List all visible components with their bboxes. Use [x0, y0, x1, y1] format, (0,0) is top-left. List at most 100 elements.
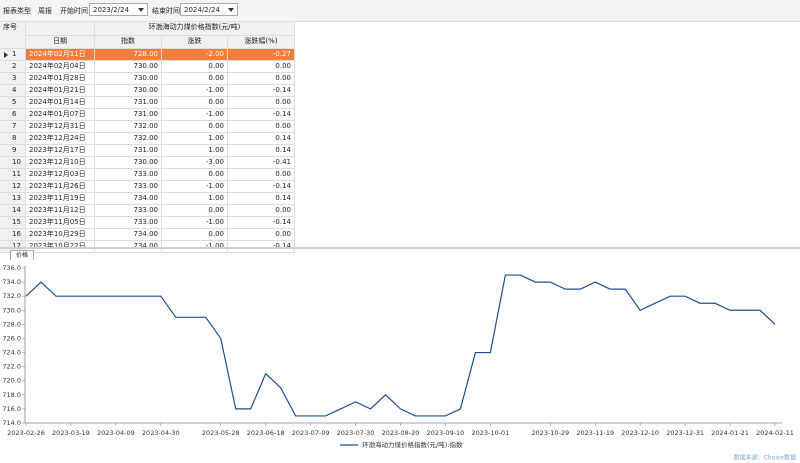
- y-tick-label: 734.0: [2, 278, 21, 286]
- row-index: 13: [0, 193, 26, 205]
- tab[interactable]: 价格: [10, 250, 34, 260]
- header-date: 日期: [26, 36, 95, 49]
- date-cell: 2023年10月29日: [26, 229, 95, 241]
- row-index: 14: [0, 205, 26, 217]
- number-cell: 0.00: [162, 169, 228, 181]
- x-tick-label: 2023-07-09: [292, 429, 330, 437]
- x-tick-label: 2023-02-26: [7, 429, 45, 437]
- report-type-label: 报表类型: [3, 7, 31, 15]
- row-index: 5: [0, 97, 26, 109]
- number-cell: 731.00: [95, 145, 162, 157]
- x-tick-label: 2023-06-18: [247, 429, 285, 437]
- row-index: 16: [0, 229, 26, 241]
- row-index: 4: [0, 85, 26, 97]
- toolbar: 报表类型 周报 开始时间 2023/2/24 结束时间 2024/2/24: [0, 0, 800, 22]
- row-index: 12: [0, 181, 26, 193]
- legend-label: 环渤海动力煤价格指数(元/吨):指数: [362, 440, 463, 449]
- x-tick-label: 2023-10-01: [471, 429, 509, 437]
- date-cell: 2023年12月24日: [26, 133, 95, 145]
- end-date-combo[interactable]: 2024/2/24: [180, 3, 238, 16]
- number-cell: 0.00: [228, 169, 295, 181]
- number-cell: -1.00: [162, 181, 228, 193]
- number-cell: 1.00: [162, 193, 228, 205]
- number-cell: -0.14: [228, 85, 295, 97]
- date-cell: 2023年12月31日: [26, 121, 95, 133]
- date-cell: 2023年11月19日: [26, 193, 95, 205]
- number-cell: 0.00: [162, 97, 228, 109]
- y-tick-label: 736.0: [2, 264, 21, 272]
- row-index: 2: [0, 61, 26, 73]
- number-cell: -1.00: [162, 85, 228, 97]
- end-label: 结束时间: [152, 7, 180, 15]
- number-cell: 734.00: [95, 193, 162, 205]
- number-cell: 0.00: [228, 121, 295, 133]
- x-tick-label: 2023-07-30: [337, 429, 375, 437]
- number-cell: 0.00: [228, 97, 295, 109]
- x-tick-label: 2023-11-19: [576, 429, 614, 437]
- number-cell: 1.00: [162, 133, 228, 145]
- header-change: 涨跌: [162, 36, 228, 49]
- number-cell: -2.00: [162, 49, 228, 61]
- y-tick-label: 730.0: [2, 306, 21, 314]
- number-cell: 0.14: [228, 193, 295, 205]
- number-cell: 730.00: [95, 73, 162, 85]
- number-cell: 728.00: [95, 49, 162, 61]
- splitter[interactable]: [0, 247, 800, 249]
- header-change_pct: 涨跌幅(%): [228, 36, 295, 49]
- start-date-combo[interactable]: 2023/2/24: [89, 3, 148, 16]
- number-cell: 733.00: [95, 217, 162, 229]
- end-date[interactable]: 2024/2/24: [184, 6, 220, 14]
- number-cell: 0.00: [162, 205, 228, 217]
- x-tick-label: 2024-01-21: [711, 429, 749, 437]
- x-tick-label: 2023-04-30: [142, 429, 180, 437]
- start-date[interactable]: 2023/2/24: [93, 6, 129, 14]
- number-cell: 733.00: [95, 169, 162, 181]
- number-cell: -0.14: [228, 217, 295, 229]
- row-indicator: [4, 52, 8, 58]
- number-cell: 0.14: [228, 133, 295, 145]
- price-line: [25, 274, 776, 417]
- row-index: 6: [0, 109, 26, 121]
- number-cell: 731.00: [95, 109, 162, 121]
- date-cell: 2024年01月28日: [26, 73, 95, 85]
- y-tick-label: 724.0: [2, 349, 21, 357]
- row-index: 11: [0, 169, 26, 181]
- row-index: 8: [0, 133, 26, 145]
- y-tick-label: 726.0: [2, 334, 21, 342]
- number-cell: -0.27: [228, 49, 295, 61]
- number-cell: 0.00: [162, 121, 228, 133]
- report-type[interactable]: 周报: [38, 7, 52, 15]
- number-cell: 0.00: [228, 229, 295, 241]
- chart: 714.0 716.0 718.0 720.0 722.0 724.0 726.0 728.0…: [2, 264, 796, 462]
- date-cell: 2023年12月03日: [26, 169, 95, 181]
- row-index: 3: [0, 73, 26, 85]
- row-index: 1: [0, 49, 26, 61]
- x-tick-label: 2023-09-10: [427, 429, 465, 437]
- number-cell: -0.14: [228, 109, 295, 121]
- x-tick-label: 2023-03-19: [52, 429, 90, 437]
- x-tick-label: 2023-08-20: [382, 429, 420, 437]
- number-cell: 732.00: [95, 121, 162, 133]
- x-tick-label: 2023-04-09: [97, 429, 135, 437]
- number-cell: -0.41: [228, 157, 295, 169]
- header-group: 环渤海动力煤价格指数(元/吨): [95, 22, 295, 36]
- date-cell: 2024年02月04日: [26, 61, 95, 73]
- date-cell: 2024年02月11日: [26, 49, 95, 61]
- date-cell: 2024年01月14日: [26, 97, 95, 109]
- number-cell: 0.00: [162, 73, 228, 85]
- header-blank: [26, 22, 95, 36]
- data-source: 数据来源：Choice数据: [734, 454, 796, 462]
- y-tick-label: 718.0: [2, 391, 21, 399]
- data-grid: 序号 日期 环渤海动力煤价格指数(元/吨) 指数 涨跌 涨跌幅(%) 1 2024年02月11…: [0, 22, 800, 253]
- number-cell: 1.00: [162, 145, 228, 157]
- y-tick-label: 716.0: [2, 405, 21, 413]
- number-cell: -3.00: [162, 157, 228, 169]
- start-label: 开始时间: [60, 7, 88, 15]
- date-cell: 2024年01月07日: [26, 109, 95, 121]
- x-tick-label: 2024-02-11: [756, 429, 794, 437]
- number-cell: 733.00: [95, 181, 162, 193]
- row-index: 10: [0, 157, 26, 169]
- number-cell: -1.00: [162, 109, 228, 121]
- header-index: 序号: [0, 22, 26, 49]
